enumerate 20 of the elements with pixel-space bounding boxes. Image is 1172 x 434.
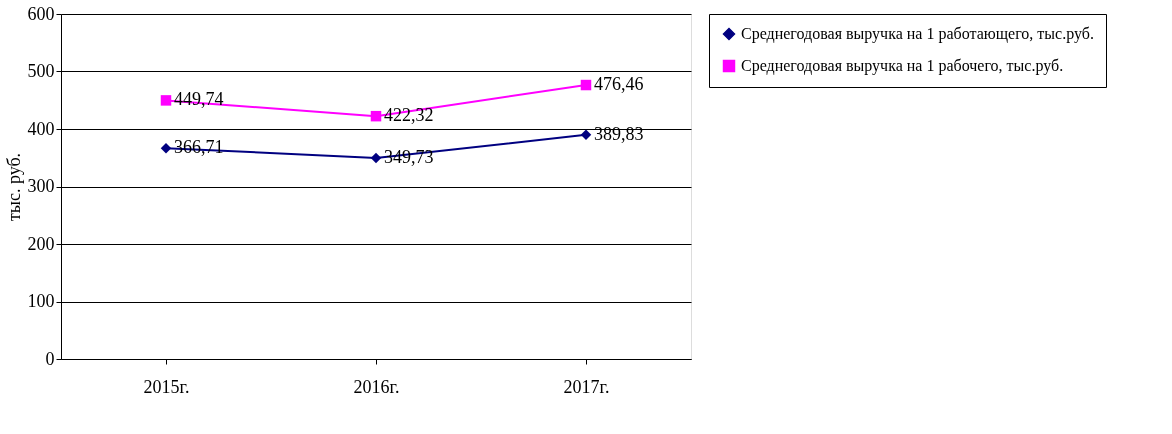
x-tick-label: 2016г.	[353, 376, 400, 397]
data-label: 476,46	[594, 74, 644, 95]
x-tick-label: 2017г.	[563, 376, 610, 397]
point	[370, 110, 382, 122]
y-tick-label: 300	[27, 176, 55, 196]
y-axis-title: тыс. руб.	[3, 152, 24, 222]
point	[580, 79, 592, 91]
x-tick-label: 2015г.	[143, 376, 190, 397]
point	[580, 129, 592, 141]
y-tick-label: 200	[27, 233, 55, 254]
point	[160, 95, 172, 106]
point	[160, 142, 172, 154]
y-tick-label: 500	[27, 61, 55, 81]
legend-label: Среднегодовая выручка на 1 работающего, тыс.руб.	[741, 25, 1094, 43]
y-tick-label: 400	[27, 118, 55, 139]
y-tick-label: 600	[27, 3, 55, 24]
y-tick-label: 100	[27, 291, 55, 311]
legend-label: Среднегодовая выручка на 1 рабочего, тыс.руб.	[741, 57, 1064, 75]
y-tick-label: 0	[45, 348, 55, 369]
point	[370, 152, 382, 164]
